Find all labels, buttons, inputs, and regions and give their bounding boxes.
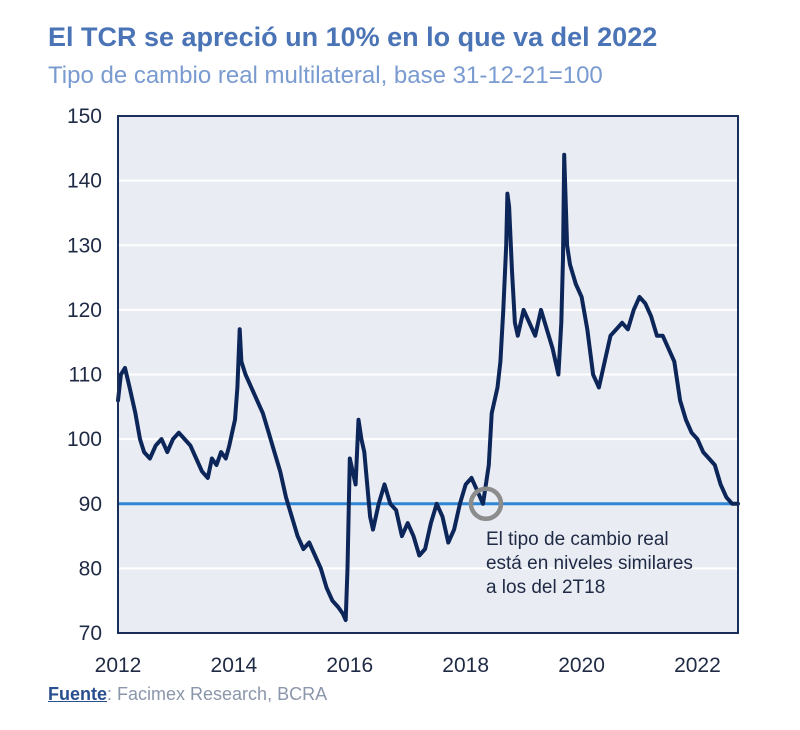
y-tick-label-110: 110 (69, 364, 102, 387)
source-text: : Facimex Research, BCRA (107, 684, 328, 704)
plot-frame (117, 115, 739, 634)
x-tick-label-2012: 2012 (95, 654, 142, 677)
annotation-text: El tipo de cambio real está en niveles si… (486, 529, 693, 598)
y-tick-label-130: 130 (67, 234, 102, 257)
x-tick-label-2020: 2020 (558, 654, 605, 677)
y-axis-ticks: 150 140 130 120 110 100 90 80 70 (67, 105, 102, 645)
y-tick-label-70: 70 (79, 622, 102, 645)
annotation-line-3: a los del 2T18 (486, 577, 605, 598)
chart-title: El TCR se apreció un 10% en lo que va de… (48, 22, 658, 52)
series-line-tcr (116, 152, 740, 623)
y-tick-label-80: 80 (79, 557, 102, 580)
x-tick-label-2018: 2018 (442, 654, 489, 677)
x-axis-ticks: 2012 2014 2016 2018 2020 2022 (95, 654, 721, 677)
y-tick-label-140: 140 (67, 170, 102, 193)
source-note: Fuente: Facimex Research, BCRA (48, 684, 327, 705)
source-label: Fuente (48, 684, 108, 704)
y-tick-label-150: 150 (67, 105, 102, 128)
annotation-line-2: está en niveles similares (486, 553, 693, 574)
x-tick-label-2014: 2014 (211, 654, 258, 677)
annotation-line-1: El tipo de cambio real (486, 529, 669, 550)
y-tick-label-100: 100 (67, 428, 102, 451)
y-tick-label-120: 120 (67, 299, 102, 322)
highlight-circle-marker (468, 486, 504, 521)
x-tick-label-2016: 2016 (326, 654, 373, 677)
x-tick-label-2022: 2022 (674, 654, 721, 677)
y-tick-label-90: 90 (79, 493, 102, 516)
chart-subtitle: Tipo de cambio real multilateral, base 3… (48, 62, 603, 89)
